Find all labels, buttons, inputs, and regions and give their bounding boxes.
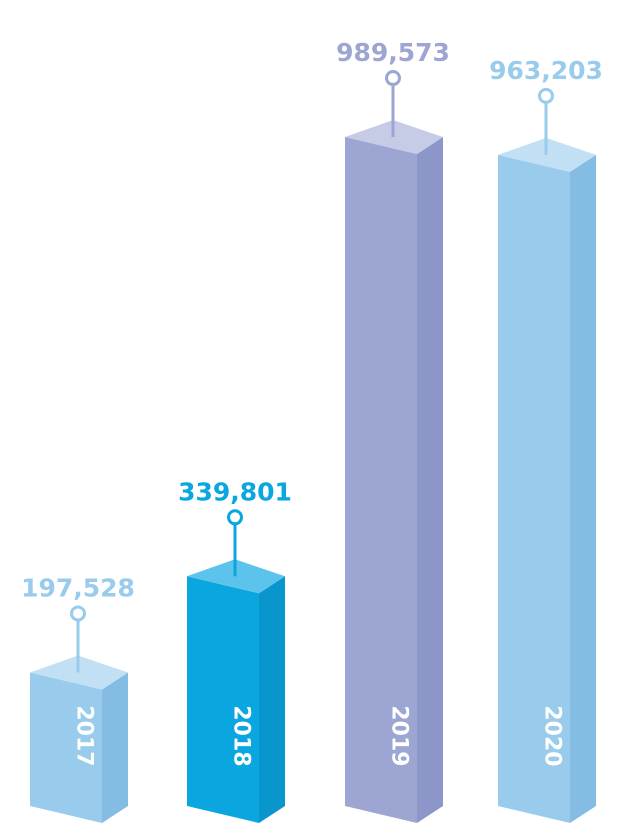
bar-side-2018	[259, 576, 285, 823]
category-label-2019: 2019	[387, 705, 412, 766]
bar-2017: 197,528 2017	[21, 573, 135, 823]
bars-group: 197,528 2017 339,801 2018 989,573 2019 963,203…	[21, 38, 603, 824]
category-label-2020: 2020	[540, 705, 565, 766]
bar-side-2017	[102, 672, 128, 823]
bar-face-2018	[187, 576, 259, 823]
bar-side-2019	[417, 137, 443, 823]
category-label-2018: 2018	[229, 705, 254, 766]
bar-2020: 963,203 2020	[489, 56, 603, 824]
data-label-2020: 963,203	[489, 56, 603, 85]
category-label-2017: 2017	[72, 705, 97, 766]
marker-ring-2017	[70, 605, 86, 622]
bar-face-2017	[30, 672, 102, 823]
bar-face-2019	[345, 137, 417, 823]
bar-side-2020	[570, 154, 596, 824]
data-label-2018: 339,801	[178, 477, 292, 506]
bar-2018: 339,801 2018	[178, 477, 292, 823]
data-label-2017: 197,528	[21, 573, 135, 602]
marker-ring-2018	[227, 509, 243, 526]
marker-ring-2020	[538, 87, 554, 104]
bar-face-2020	[498, 154, 570, 824]
bar-2019: 989,573 2019	[336, 38, 450, 823]
data-label-2019: 989,573	[336, 38, 450, 67]
marker-ring-2019	[385, 70, 401, 87]
